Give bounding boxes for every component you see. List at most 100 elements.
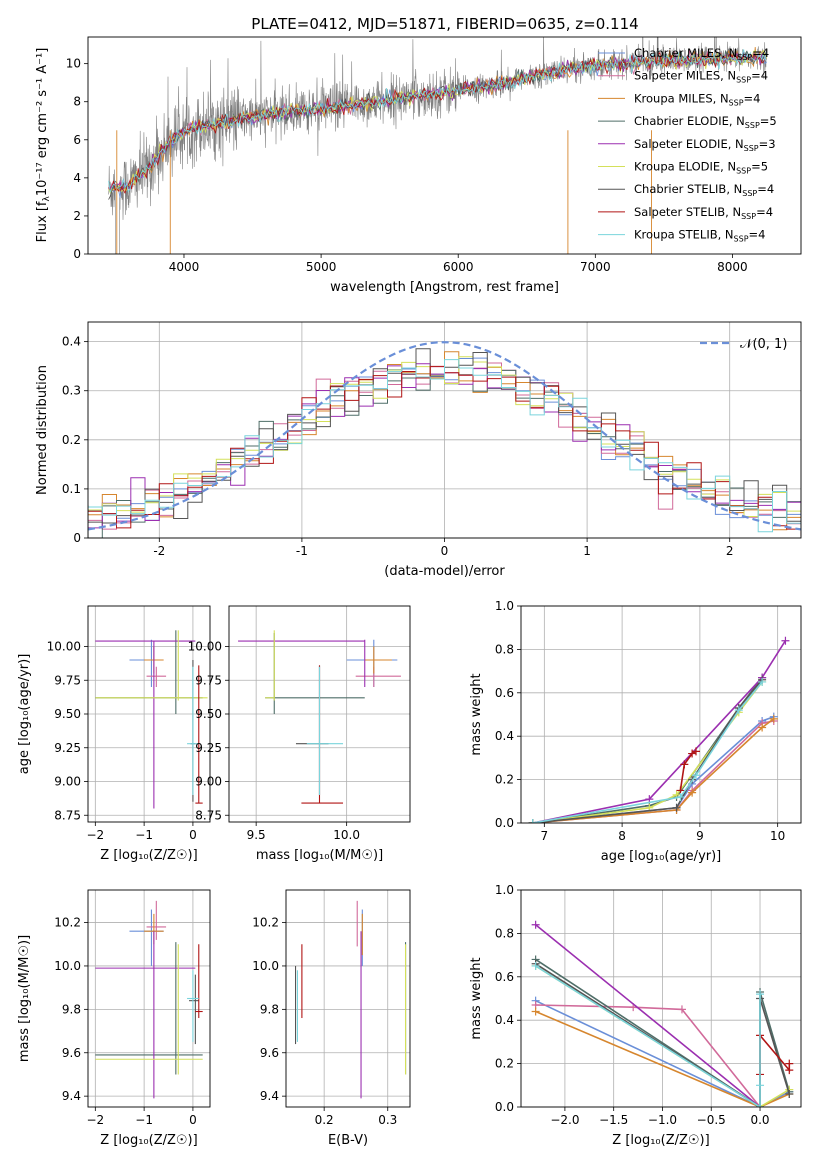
y-tick-label: 10.0 — [54, 959, 81, 973]
x-tick-label: 6000 — [443, 260, 474, 274]
y-tick-label: 8.75 — [54, 808, 81, 822]
weight-marker — [677, 1005, 686, 1014]
x-tick-label: −1 — [135, 828, 153, 842]
weight-marker — [756, 1081, 765, 1090]
x-tick-label: 5000 — [306, 260, 337, 274]
y-axis-label: age [log₁₀(age/yr)] — [17, 654, 32, 775]
y-tick-label: 9.25 — [195, 741, 222, 755]
weight-vs-metallicity-panel: −2.0 −1.5 −1.0 −0.5 0.0 0.0 0.2 0.4 0.6 0.8 1.0 Z [… — [469, 883, 802, 1148]
x-tick-label: -1 — [296, 544, 308, 558]
x-tick-label: −1.0 — [648, 1113, 677, 1127]
y-tick-label: 8.75 — [195, 808, 222, 822]
x-tick-label: -2 — [153, 544, 165, 558]
y-axis-label: Normed distribution — [35, 365, 50, 495]
x-tick-label: 0.0 — [750, 1113, 769, 1127]
y-tick-label: 0.2 — [62, 433, 81, 447]
y-tick-label: 0.2 — [495, 773, 514, 787]
legend-label: Salpeter MILES, N — [634, 69, 736, 83]
legend-suffix: =4 — [752, 46, 769, 60]
x-axis-label: wavelength [Angstrom, rest frame] — [330, 280, 559, 295]
legend-suffix: =3 — [759, 137, 776, 151]
weight-marker — [688, 788, 697, 797]
legend-entry: Salpeter ELODIE, NSSP=3 — [634, 137, 776, 153]
axes-frame — [285, 889, 411, 1108]
weight-marker — [531, 961, 540, 970]
x-tick-label: 8 — [618, 829, 626, 843]
legend-entry: Salpeter STELIB, NSSP=4 — [634, 205, 773, 221]
weight-series-line — [532, 677, 763, 823]
legend-suffix: =4 — [751, 69, 768, 83]
axes-frame — [87, 889, 211, 1108]
weight-marker — [785, 1059, 794, 1068]
axes-frame — [520, 605, 802, 824]
y-tick-label: 9.50 — [195, 707, 222, 721]
weight-series-line — [535, 1004, 761, 1107]
y-axis-label-rest: 10⁻¹⁷ erg cm⁻² s⁻¹ A⁻¹] — [35, 48, 50, 197]
weight-marker — [781, 636, 790, 645]
weight-marker — [676, 792, 685, 801]
weight-marker — [692, 771, 700, 780]
legend-entry: 𝒩(0, 1) — [740, 337, 787, 352]
weight-marker — [758, 723, 767, 732]
x-axis-label: E(B-V) — [328, 1133, 368, 1148]
legend-label: Chabrier STELIB, N — [634, 182, 742, 196]
age-vs-mass-panel: 9.5 10.0 8.75 9.00 9.25 9.50 9.75 10.00 mass [lo… — [188, 605, 411, 863]
x-tick-label: −2 — [86, 828, 104, 842]
weight-series-line — [532, 640, 787, 823]
x-tick-label: 10 — [770, 829, 785, 843]
weight-marker — [672, 803, 681, 812]
y-tick-label: 9.4 — [260, 1089, 279, 1103]
weight-marker — [528, 819, 537, 823]
legend-sub: SSP — [741, 212, 756, 221]
legend-suffix: =4 — [749, 228, 766, 242]
y-axis-label-sub: λ — [42, 196, 52, 202]
weight-marker — [531, 1007, 540, 1016]
y-tick-label: 9.75 — [54, 673, 81, 687]
plot-area — [531, 920, 794, 1107]
y-tick-label: 6 — [73, 133, 81, 147]
y-tick-label: 8 — [73, 95, 81, 109]
weight-marker — [769, 714, 778, 723]
y-tick-label: 9.00 — [54, 775, 81, 789]
x-axis-label: age [log₁₀(age/yr)] — [601, 849, 722, 864]
y-tick-label: 0.4 — [495, 729, 514, 743]
y-tick-label: 10 — [66, 57, 81, 71]
legend-suffix: =4 — [757, 182, 774, 196]
x-axis-label: (data-model)/error — [384, 564, 505, 579]
legend-entry: Chabrier STELIB, NSSP=4 — [634, 182, 774, 198]
x-tick-label: 7000 — [580, 260, 611, 274]
weight-series-line — [532, 715, 775, 823]
x-tick-label: −2.0 — [550, 1113, 579, 1127]
legend-sub: SSP — [737, 53, 752, 62]
y-tick-label: 9.8 — [62, 1002, 81, 1016]
gaussian-curve — [88, 341, 801, 531]
y-tick-label: 9.50 — [54, 707, 81, 721]
x-tick-label: −1 — [135, 1113, 153, 1127]
axes-frame — [520, 889, 802, 1108]
weight-marker — [531, 920, 540, 929]
histogram-series — [88, 359, 801, 533]
plot-area — [294, 900, 407, 1099]
x-axis-label: mass [log₁₀(M/M☉)] — [256, 848, 383, 863]
y-axis-label: mass weight — [469, 957, 484, 1039]
y-tick-label: 0.4 — [495, 1013, 514, 1027]
legend-suffix: =5 — [760, 114, 777, 128]
y-tick-label: 9.75 — [195, 673, 222, 687]
y-tick-label: 0.2 — [495, 1057, 514, 1071]
legend-entry: Kroupa STELIB, NSSP=4 — [634, 228, 765, 244]
y-tick-label: 9.8 — [260, 1002, 279, 1016]
legend-suffix: =4 — [756, 205, 773, 219]
legend-entry: Chabrier MILES, NSSP=4 — [634, 46, 769, 62]
plot-area — [528, 636, 790, 823]
plot-area — [95, 630, 208, 809]
figure-title: PLATE=0412, MJD=51871, FIBERID=0635, z=0… — [251, 15, 638, 33]
model-spectrum-line — [108, 49, 768, 193]
x-axis-label: Z [log₁₀(Z/Z☉)] — [100, 848, 197, 863]
legend-suffix: =4 — [744, 91, 761, 105]
residuals-panel: -2 -1 0 1 2 0 0.1 0.2 0.3 0.4 (data-model)/error No… — [35, 321, 802, 579]
legend-entry: Chabrier ELODIE, NSSP=5 — [634, 114, 777, 130]
y-tick-label: 0.3 — [62, 384, 81, 398]
legend-sub: SSP — [736, 167, 751, 176]
y-tick-label: 0.4 — [62, 335, 81, 349]
